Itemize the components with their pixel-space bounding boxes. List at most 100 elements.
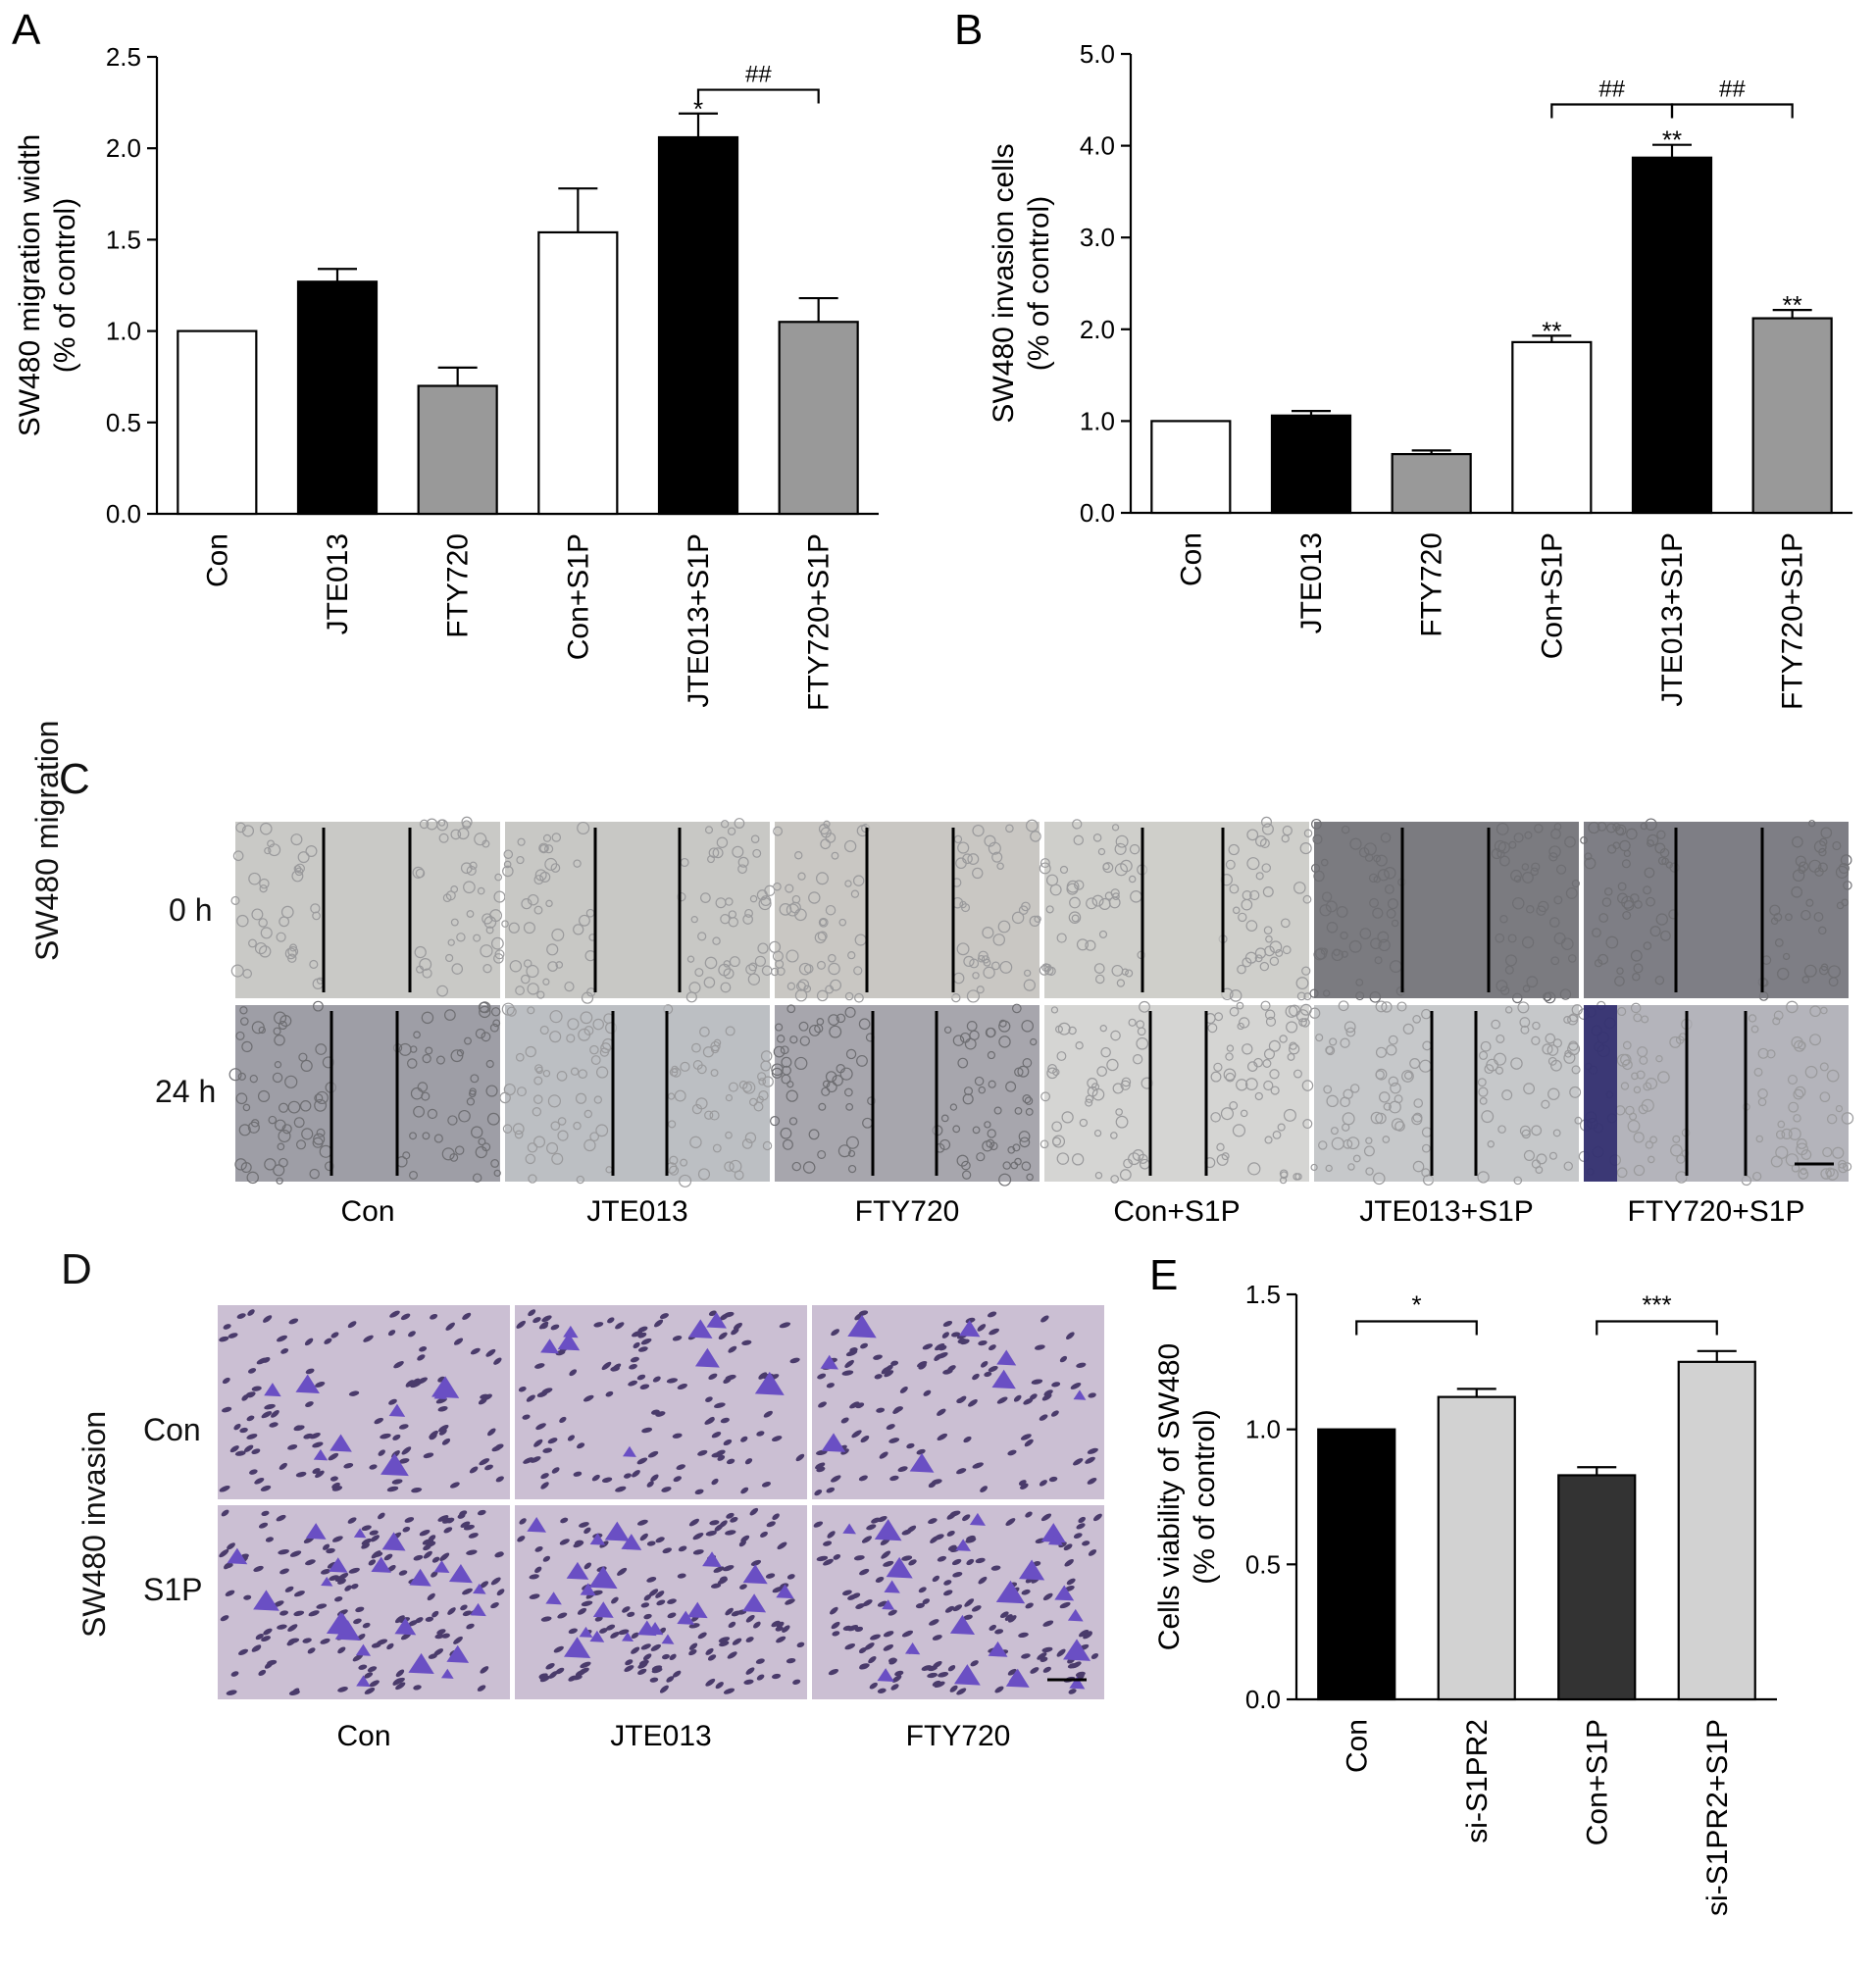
cell — [358, 1664, 368, 1670]
cell-texture — [444, 1009, 456, 1021]
bar-fty720 — [417, 384, 498, 516]
cell — [884, 1370, 894, 1378]
cell — [247, 1309, 255, 1316]
cell-texture — [983, 966, 995, 979]
cell — [1085, 1456, 1095, 1464]
cell-texture — [1071, 1153, 1085, 1166]
cell-texture — [284, 947, 297, 960]
y-axis-title: SW480 migration width — [14, 134, 46, 436]
cell — [868, 1656, 877, 1664]
cell — [1090, 1652, 1099, 1660]
cell — [408, 1620, 418, 1627]
cell-texture — [535, 1066, 543, 1075]
cell-texture — [1513, 1176, 1523, 1186]
cell-texture — [1413, 1098, 1424, 1108]
cell-texture — [1588, 822, 1600, 834]
cell-texture — [1358, 847, 1370, 858]
cell-texture — [808, 891, 821, 904]
invaded-cell — [371, 1556, 391, 1573]
invaded-cell — [877, 1668, 894, 1682]
cell-texture — [442, 893, 452, 903]
cell-texture — [545, 899, 553, 908]
cell-texture — [544, 857, 558, 871]
cell-texture — [1295, 977, 1309, 990]
cell — [901, 1555, 913, 1561]
cell-texture — [1129, 843, 1141, 855]
cell-texture — [551, 833, 562, 842]
cell-texture — [527, 1142, 538, 1153]
cell-texture — [1002, 1161, 1011, 1170]
cell — [649, 1677, 659, 1683]
cell-texture — [315, 1043, 328, 1055]
cell-texture — [1646, 896, 1655, 907]
cell-texture — [1056, 933, 1067, 943]
cell-texture — [789, 1036, 798, 1044]
cell-texture — [490, 1007, 501, 1017]
cell-texture — [228, 1068, 242, 1082]
cell — [485, 1348, 496, 1357]
cell — [740, 1487, 749, 1494]
cell-texture — [724, 1161, 735, 1172]
cell-texture — [1645, 1140, 1653, 1149]
significance-mark: ** — [1542, 316, 1561, 345]
cell-texture — [1498, 855, 1510, 867]
cell-texture — [1343, 1138, 1353, 1149]
cell — [392, 1434, 401, 1440]
cell-texture — [1301, 966, 1311, 976]
cell — [594, 1616, 603, 1622]
cell-texture — [1086, 897, 1098, 910]
cell-texture — [1384, 884, 1394, 894]
cell — [493, 1357, 502, 1365]
cell-texture — [1633, 1013, 1643, 1023]
cell-texture — [1242, 889, 1252, 901]
cell — [854, 1313, 864, 1321]
invaded-cell — [253, 1590, 279, 1611]
cell-texture — [709, 1110, 720, 1121]
cell-texture — [1629, 1112, 1638, 1121]
cell — [934, 1681, 945, 1689]
cell — [916, 1448, 926, 1455]
cell-texture — [1302, 1119, 1313, 1130]
cell-texture — [1526, 905, 1535, 914]
cell — [733, 1322, 743, 1331]
cell — [632, 1331, 643, 1338]
cell — [877, 1688, 887, 1693]
cell-texture — [828, 962, 840, 976]
cell-texture — [1669, 1036, 1682, 1048]
cell-texture — [1484, 1064, 1495, 1075]
cell-texture — [1504, 965, 1514, 975]
cell-texture — [1019, 1137, 1031, 1148]
cell — [833, 1553, 841, 1560]
cell-texture — [742, 914, 753, 925]
invaded-cell — [677, 1610, 695, 1625]
cell-texture — [1085, 1094, 1094, 1103]
cell-texture — [1282, 945, 1292, 955]
cell-texture — [489, 1023, 499, 1033]
cell — [844, 1359, 854, 1368]
cell-texture — [1024, 969, 1032, 977]
cell-texture — [1644, 867, 1655, 879]
cell-texture — [533, 875, 544, 885]
cell — [1050, 1410, 1059, 1417]
cell-texture — [1757, 1047, 1769, 1059]
cell — [709, 1520, 720, 1526]
cell-texture — [1092, 833, 1102, 842]
cell-texture — [433, 1134, 443, 1143]
cell-texture — [978, 1086, 987, 1094]
cell-texture — [566, 1034, 576, 1043]
cell — [337, 1687, 348, 1692]
cell-texture — [1074, 880, 1085, 890]
cell — [320, 1638, 330, 1644]
cell-texture — [1553, 932, 1566, 945]
cell — [929, 1619, 939, 1626]
cell-texture — [1479, 1050, 1489, 1060]
cell — [861, 1536, 872, 1543]
cell-texture — [482, 1142, 491, 1152]
cell — [1051, 1382, 1061, 1388]
cell-texture — [785, 884, 794, 893]
cell — [1059, 1601, 1071, 1609]
cell — [946, 1512, 956, 1520]
cell — [934, 1353, 942, 1361]
cell — [398, 1570, 408, 1576]
